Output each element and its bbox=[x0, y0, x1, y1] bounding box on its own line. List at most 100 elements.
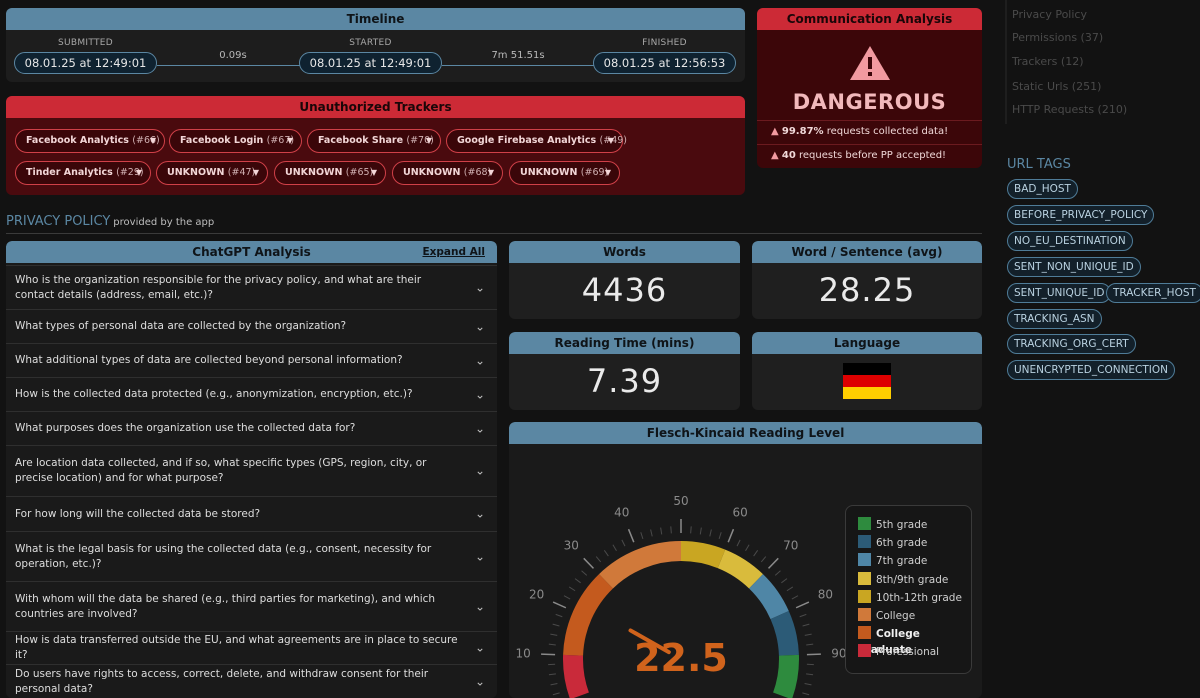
chevron-down-icon: ⌄ bbox=[474, 463, 485, 478]
language-label: Language bbox=[752, 332, 982, 354]
tracker-chip[interactable]: Facebook Login (#67) ▼ bbox=[169, 129, 302, 153]
tracker-chip[interactable]: Facebook Analytics (#66) ▼ bbox=[15, 129, 165, 153]
legend-swatch bbox=[858, 626, 871, 640]
timeline-duration: 0.09s bbox=[219, 50, 247, 61]
question-text: With whom will the data be shared (e.g.,… bbox=[15, 592, 436, 620]
url-tag[interactable]: TRACKER_HOST bbox=[1106, 283, 1200, 303]
gauge-tick bbox=[568, 586, 576, 592]
gauge-tick bbox=[753, 550, 759, 557]
tracker-name: UNKNOWN bbox=[285, 167, 343, 178]
url-tag[interactable]: TRACKING_ORG_CERT bbox=[1007, 334, 1136, 354]
tracker-chip[interactable]: UNKNOWN (#68) ▼ bbox=[392, 161, 503, 185]
question-text: How is the collected data protected (e.g… bbox=[15, 388, 413, 400]
tracker-chip[interactable]: UNKNOWN (#65) ▼ bbox=[274, 161, 386, 185]
caret-down-icon: ▼ bbox=[149, 136, 156, 145]
tracker-chip[interactable]: Tinder Analytics (#29) ▼ bbox=[15, 161, 151, 185]
timeline-submitted: SUBMITTED 08.01.25 at 12:49:01 bbox=[14, 38, 157, 74]
communication-panel: Communication Analysis DANGEROUS ▲ 99.87… bbox=[757, 8, 982, 168]
sidebar-link-http-requests[interactable]: HTTP Requests (210) bbox=[1012, 103, 1128, 116]
question-text: Do users have rights to access, correct,… bbox=[15, 667, 429, 695]
expand-all-link[interactable]: Expand All bbox=[422, 246, 485, 258]
chevron-down-icon: ⌄ bbox=[474, 353, 485, 367]
url-tag[interactable]: NO_EU_DESTINATION bbox=[1007, 231, 1133, 251]
question-row[interactable]: What purposes does the organization use … bbox=[6, 411, 497, 445]
question-row[interactable]: What is the legal basis for using the co… bbox=[6, 531, 497, 581]
url-tag[interactable]: SENT_UNIQUE_ID bbox=[1007, 283, 1112, 303]
gauge-value: 22.5 bbox=[634, 636, 728, 680]
timeline-duration: 7m 51.51s bbox=[491, 50, 545, 61]
url-tag[interactable]: BAD_HOST bbox=[1007, 179, 1078, 199]
caret-down-icon: ▼ bbox=[425, 136, 432, 145]
question-text: What additional types of data are collec… bbox=[15, 354, 403, 366]
gauge-tick-label: 90 bbox=[831, 646, 845, 660]
legend-swatch bbox=[858, 535, 871, 549]
url-tags-title: URL TAGS bbox=[1007, 157, 1071, 172]
question-row[interactable]: What additional types of data are collec… bbox=[6, 343, 497, 377]
question-row[interactable]: Who is the organization responsible for … bbox=[6, 265, 497, 309]
privacy-policy-subtitle: provided by the app bbox=[113, 217, 215, 228]
tracker-name: Facebook Share bbox=[318, 135, 404, 146]
tracker-chip[interactable]: UNKNOWN (#69) ▼ bbox=[509, 161, 620, 185]
legend-item: Professional bbox=[858, 644, 939, 660]
question-row[interactable]: How is the collected data protected (e.g… bbox=[6, 377, 497, 411]
gauge-tick bbox=[563, 595, 571, 600]
sidebar-link-static-urls[interactable]: Static Urls (251) bbox=[1012, 80, 1102, 93]
caret-down-icon: ▼ bbox=[252, 168, 259, 177]
warning-small-icon: ▲ bbox=[771, 150, 779, 161]
warning-text: requests before PP accepted! bbox=[795, 150, 947, 161]
gauge-band bbox=[599, 541, 681, 589]
question-row[interactable]: Do users have rights to access, correct,… bbox=[6, 664, 497, 698]
question-row[interactable]: What types of personal data are collecte… bbox=[6, 309, 497, 343]
gauge-tick-label: 30 bbox=[564, 538, 579, 552]
gauge-tick bbox=[736, 539, 741, 547]
chatgpt-analysis-panel: ChatGPT Analysis Expand All Who is the o… bbox=[6, 241, 497, 698]
sidebar-link-trackers[interactable]: Trackers (12) bbox=[1012, 55, 1084, 68]
url-tag[interactable]: TRACKING_ASN bbox=[1007, 309, 1102, 329]
legend-label: 6th grade bbox=[876, 537, 928, 550]
question-row[interactable]: With whom will the data be shared (e.g.,… bbox=[6, 581, 497, 631]
warning-value: 99.87% bbox=[781, 126, 824, 137]
gauge-tick bbox=[550, 633, 558, 636]
tracker-chip[interactable]: UNKNOWN (#47) ▼ bbox=[156, 161, 268, 185]
tracker-id: (#70) bbox=[406, 135, 434, 146]
sidebar-link-permissions[interactable]: Permissions (37) bbox=[1012, 31, 1104, 44]
timeline-title: Timeline bbox=[6, 8, 745, 30]
legend-label: 5th grade bbox=[876, 519, 928, 531]
tracker-id: (#47) bbox=[227, 167, 256, 178]
sidebar-link-privacy-policy[interactable]: Privacy Policy bbox=[1012, 8, 1087, 21]
question-row[interactable]: How is data transferred outside the EU, … bbox=[6, 631, 497, 664]
gauge-needle bbox=[628, 628, 671, 655]
question-text: What types of personal data are collecte… bbox=[15, 320, 347, 332]
question-text: How is data transferred outside the EU, … bbox=[15, 634, 458, 661]
question-row[interactable]: Are location data collected, and if so, … bbox=[6, 445, 497, 496]
tracker-id: (#68) bbox=[463, 167, 492, 178]
question-text: Are location data collected, and if so, … bbox=[15, 457, 427, 484]
legend-item: 6th grade bbox=[858, 535, 927, 551]
legend-item: 8th/9th grade bbox=[858, 571, 948, 588]
url-tag[interactable]: SENT_NON_UNIQUE_ID bbox=[1007, 257, 1141, 277]
tracker-id: (#49) bbox=[599, 135, 627, 146]
tracker-chip[interactable]: Google Firebase Analytics (#49) ▼ bbox=[446, 129, 627, 153]
gauge-tick bbox=[774, 570, 781, 576]
gauge-tick bbox=[660, 527, 663, 535]
legend-item: 7th grade bbox=[858, 553, 927, 569]
timeline-started-label: STARTED bbox=[349, 38, 392, 48]
gauge-tick bbox=[804, 682, 812, 686]
chatgpt-analysis-title: ChatGPT Analysis bbox=[192, 245, 311, 259]
trackers-title: Unauthorized Trackers bbox=[6, 96, 745, 118]
url-tag[interactable]: UNENCRYPTED_CONNECTION bbox=[1007, 360, 1176, 380]
gauge-tick bbox=[574, 578, 581, 584]
gauge-tick bbox=[699, 527, 702, 535]
tracker-chip[interactable]: Facebook Share (#70) ▼ bbox=[307, 129, 441, 153]
privacy-policy-title: PRIVACY POLICY bbox=[6, 214, 111, 229]
gauge-band bbox=[749, 574, 789, 620]
warning-icon bbox=[850, 46, 890, 80]
legend-item: 5th grade bbox=[858, 517, 927, 533]
tracker-id: (#65) bbox=[345, 167, 374, 178]
words-card: Words 4436 bbox=[509, 241, 740, 319]
gauge-tick bbox=[690, 526, 692, 534]
question-row[interactable]: For how long will the collected data be … bbox=[6, 496, 497, 531]
timeline-finished: FINISHED 08.01.25 at 12:56:53 bbox=[593, 38, 736, 74]
legend-item: College graduate bbox=[858, 626, 971, 656]
url-tag[interactable]: BEFORE_PRIVACY_POLICY bbox=[1007, 205, 1155, 225]
